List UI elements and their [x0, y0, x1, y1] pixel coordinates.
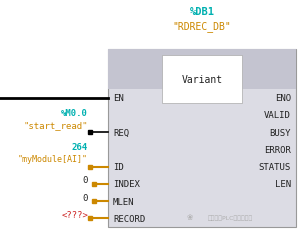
Text: RECORD: RECORD	[113, 214, 145, 223]
Text: BUSY: BUSY	[270, 128, 291, 137]
Text: EN: EN	[113, 94, 124, 103]
Bar	[108, 50, 296, 227]
Text: VALID: VALID	[264, 111, 291, 120]
Text: %M0.0: %M0.0	[61, 108, 88, 117]
Text: 0: 0	[83, 176, 88, 185]
Text: MLEN: MLEN	[113, 197, 134, 206]
Text: 机器人及PLC自动化应用: 机器人及PLC自动化应用	[207, 214, 253, 220]
Text: INDEX: INDEX	[113, 179, 140, 188]
Text: RDREC: RDREC	[185, 58, 219, 68]
Text: STATUS: STATUS	[259, 162, 291, 171]
Bar	[108, 50, 296, 90]
Text: ID: ID	[113, 162, 124, 171]
Text: 264: 264	[72, 143, 88, 152]
Text: ENO: ENO	[275, 94, 291, 103]
Text: <???>: <???>	[61, 210, 88, 219]
Text: Variant: Variant	[181, 75, 223, 85]
Text: 0: 0	[83, 193, 88, 202]
Text: ❀: ❀	[187, 213, 193, 222]
Text: REQ: REQ	[113, 128, 129, 137]
Text: "RDREC_DB": "RDREC_DB"	[173, 21, 231, 32]
Text: "start_read": "start_read"	[23, 120, 88, 129]
Text: LEN: LEN	[275, 179, 291, 188]
Text: "myModule[AI]": "myModule[AI]"	[18, 155, 88, 163]
Text: %DB1: %DB1	[189, 7, 215, 17]
Text: ERROR: ERROR	[264, 145, 291, 154]
